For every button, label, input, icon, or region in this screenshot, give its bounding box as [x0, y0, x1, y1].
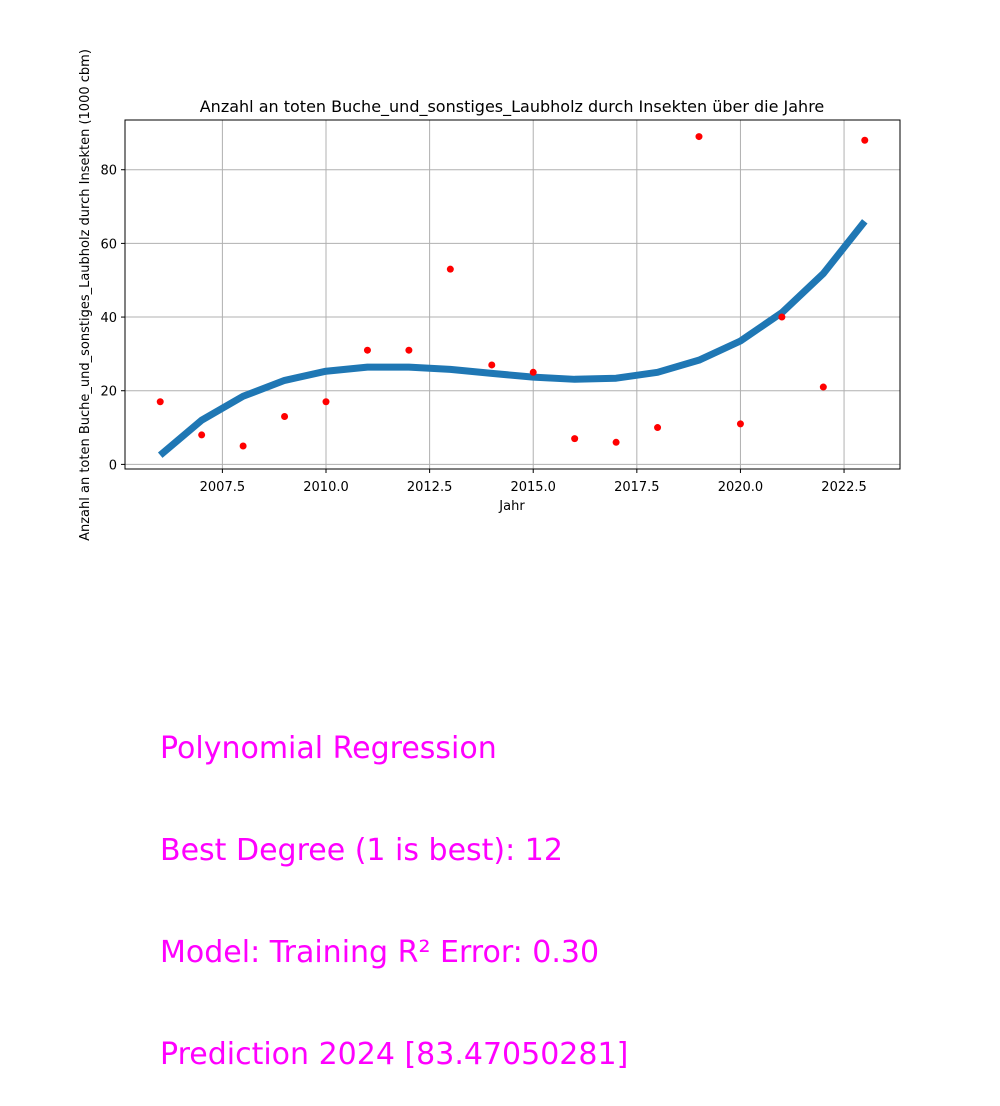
data-point: [861, 136, 869, 144]
regression-line: [157, 219, 868, 458]
data-point: [654, 424, 662, 432]
data-point: [156, 398, 164, 406]
data-point: [239, 442, 247, 450]
info-line-prediction: Prediction 2024 [83.47050281]: [160, 1037, 629, 1072]
data-points: [156, 133, 869, 450]
regression-curve: [157, 219, 868, 458]
data-point: [322, 398, 330, 406]
x-tick-label: 2012.5: [407, 480, 453, 495]
x-tick-label: 2017.5: [614, 480, 660, 495]
model-info: Polynomial Regression Best Degree (1 is …: [160, 664, 628, 1106]
data-point: [736, 420, 744, 428]
data-point: [488, 361, 496, 369]
y-tick-label: 0: [109, 458, 117, 473]
grid: [125, 120, 900, 469]
x-tick-label: 2010.0: [303, 480, 349, 495]
x-axis-ticks: 2007.5 2010.0 2012.5 2015.0 2017.5 2020.0 2022…: [200, 469, 867, 495]
x-tick-label: 2015.0: [510, 480, 556, 495]
y-tick-label: 40: [100, 311, 117, 326]
y-tick-label: 80: [100, 164, 117, 179]
info-line-degree: Best Degree (1 is best): 12: [160, 833, 563, 868]
info-line-method: Polynomial Regression: [160, 731, 497, 766]
chart-title: Anzahl an toten Buche_und_sonstiges_Laub…: [200, 97, 825, 117]
y-axis-ticks: 0 20 40 60 80: [100, 164, 125, 473]
x-tick-label: 2022.5: [821, 480, 867, 495]
data-point: [446, 265, 454, 273]
data-point: [695, 133, 703, 141]
chart: 2007.5 2010.0 2012.5 2015.0 2017.5 2020.0 2022…: [78, 49, 901, 541]
data-point: [529, 368, 537, 376]
data-point: [281, 413, 289, 421]
y-tick-label: 20: [100, 385, 117, 400]
data-point: [363, 346, 371, 354]
x-tick-label: 2007.5: [200, 480, 246, 495]
x-tick-label: 2020.0: [718, 480, 764, 495]
y-tick-label: 60: [100, 237, 117, 252]
plot-frame: [124, 119, 901, 470]
data-point: [778, 313, 786, 321]
data-point: [819, 383, 827, 391]
data-point: [571, 435, 579, 443]
data-point: [612, 438, 620, 446]
data-point: [198, 431, 206, 439]
info-line-error: Model: Training R² Error: 0.30: [160, 935, 600, 970]
data-point: [405, 346, 413, 354]
x-axis-label: Jahr: [498, 499, 525, 514]
y-axis-label: Anzahl an toten Buche_und_sonstiges_Laub…: [78, 49, 93, 541]
